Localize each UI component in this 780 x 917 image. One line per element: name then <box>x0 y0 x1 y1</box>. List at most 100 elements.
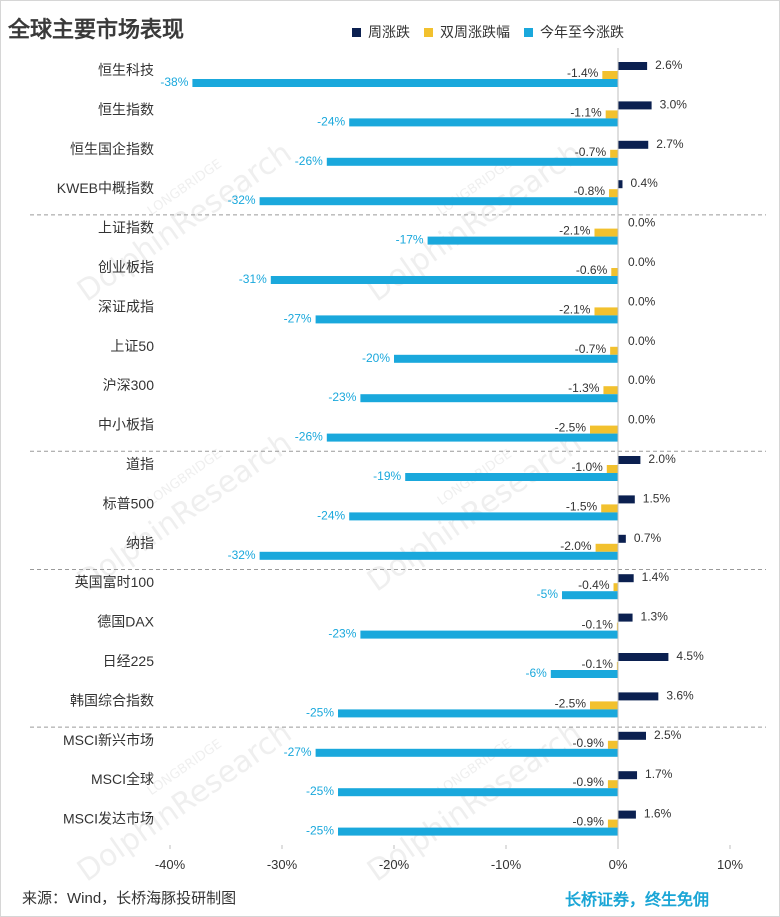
label-biweekly: -0.8% <box>574 184 606 198</box>
bar-ytd <box>270 276 618 284</box>
label-biweekly: -1.5% <box>566 499 598 513</box>
label-ytd: -26% <box>295 430 323 444</box>
bar-ytd <box>562 591 618 600</box>
label-ytd: -19% <box>373 469 401 483</box>
label-ytd: -6% <box>525 666 547 680</box>
label-weekly: 4.5% <box>676 649 704 663</box>
label-biweekly: -2.5% <box>555 696 587 710</box>
label-weekly: 0.0% <box>628 373 656 387</box>
legend-label-biweekly: 双周涨跌幅 <box>440 24 510 40</box>
source-note: 来源：Wind，长桥海豚投研制图 <box>22 890 237 907</box>
label-weekly: 3.0% <box>660 97 688 111</box>
bar-ytd <box>360 630 618 639</box>
bar-biweekly <box>610 149 618 158</box>
x-tick-label: -10% <box>491 857 522 872</box>
bar-biweekly <box>607 780 618 789</box>
label-biweekly: -1.3% <box>568 381 600 395</box>
data-labels: 2.6% -1.4% -38% 3.0% -1.1% -24% 2.7% -0.7% -26% 0… <box>160 58 704 838</box>
category-label: 纳指 <box>126 535 154 551</box>
label-ytd: -32% <box>228 548 256 562</box>
legend-label-weekly: 周涨跌 <box>368 24 410 40</box>
label-ytd: -5% <box>537 587 559 601</box>
label-weekly: 0.0% <box>628 294 656 308</box>
category-label: 上证50 <box>110 338 154 354</box>
bar-weekly <box>618 810 636 819</box>
label-ytd: -38% <box>160 75 188 89</box>
legend-swatch-weekly <box>352 27 361 37</box>
category-label: MSCI全球 <box>91 771 154 787</box>
bars <box>192 62 669 836</box>
x-axis: -40% -30% -20% -10% 0% 10% <box>155 48 743 872</box>
bar-weekly <box>618 771 638 780</box>
label-biweekly: -0.7% <box>575 342 607 356</box>
label-biweekly: -0.6% <box>576 263 608 277</box>
bar-biweekly <box>607 740 618 749</box>
brand-slogan: 长桥证券，终生免佣 <box>565 892 710 909</box>
label-weekly: 2.6% <box>655 58 683 72</box>
bar-ytd <box>550 670 618 678</box>
bar-weekly <box>618 495 635 504</box>
label-ytd: -25% <box>306 705 334 719</box>
category-label: 创业板指 <box>98 259 154 275</box>
legend-label-ytd: 今年至今涨跌 <box>540 24 624 40</box>
bar-ytd <box>315 748 618 757</box>
bar-biweekly <box>616 622 618 631</box>
bar-biweekly <box>611 268 618 276</box>
bar-weekly <box>618 101 652 110</box>
legend-swatch-ytd <box>524 27 533 37</box>
bar-weekly <box>618 140 649 149</box>
category-label: 恒生科技 <box>98 62 154 78</box>
label-weekly: 0.4% <box>630 176 658 190</box>
category-label: MSCI新兴市场 <box>63 732 154 748</box>
bar-biweekly <box>609 189 618 198</box>
chart-title: 全球主要市场表现 <box>8 17 185 42</box>
label-weekly: 0.0% <box>628 413 656 427</box>
bar-biweekly <box>594 228 618 237</box>
bar-weekly <box>618 534 626 543</box>
bar-biweekly <box>590 425 618 434</box>
category-label: 沪深300 <box>103 377 155 393</box>
bar-biweekly <box>590 701 618 710</box>
label-biweekly: -0.9% <box>573 815 605 829</box>
x-tick-label: -40% <box>155 857 186 872</box>
label-biweekly: -1.1% <box>570 105 602 119</box>
label-ytd: -26% <box>295 154 323 168</box>
label-weekly: 0.0% <box>628 334 656 348</box>
bar-weekly <box>618 180 623 189</box>
label-biweekly: -0.4% <box>578 578 610 592</box>
label-biweekly: -1.0% <box>571 460 603 474</box>
bar-ytd <box>405 473 618 481</box>
bar-biweekly <box>601 504 618 513</box>
label-ytd: -23% <box>328 627 356 641</box>
bar-weekly <box>618 574 634 583</box>
legend-item-weekly: 周涨跌 <box>352 22 410 42</box>
label-ytd: -27% <box>284 745 312 759</box>
bar-biweekly <box>605 110 618 119</box>
bar-ytd <box>326 157 618 166</box>
label-ytd: -24% <box>317 508 345 522</box>
label-weekly: 0.0% <box>628 255 656 269</box>
category-label: 标普500 <box>103 495 155 511</box>
bar-biweekly <box>603 386 618 395</box>
bar-ytd <box>338 827 618 836</box>
label-weekly: 2.5% <box>654 728 682 742</box>
label-biweekly: -2.0% <box>560 539 592 553</box>
x-tick-label: 10% <box>717 857 743 872</box>
bar-biweekly <box>607 819 618 828</box>
category-label: KWEB中概指数 <box>57 180 154 196</box>
label-ytd: -25% <box>306 824 334 838</box>
label-ytd: -31% <box>239 272 267 286</box>
bar-ytd <box>192 79 618 87</box>
label-ytd: -17% <box>396 233 424 247</box>
label-ytd: -24% <box>317 114 345 128</box>
bar-biweekly <box>606 465 618 473</box>
category-label: MSCI发达市场 <box>63 811 154 827</box>
bar-biweekly <box>610 346 618 355</box>
category-label: 日经225 <box>103 653 155 669</box>
label-biweekly: -1.4% <box>567 66 599 80</box>
bar-ytd <box>338 788 618 797</box>
bar-ytd <box>349 118 618 127</box>
label-weekly: 1.6% <box>644 807 672 821</box>
bar-ytd <box>338 709 618 718</box>
